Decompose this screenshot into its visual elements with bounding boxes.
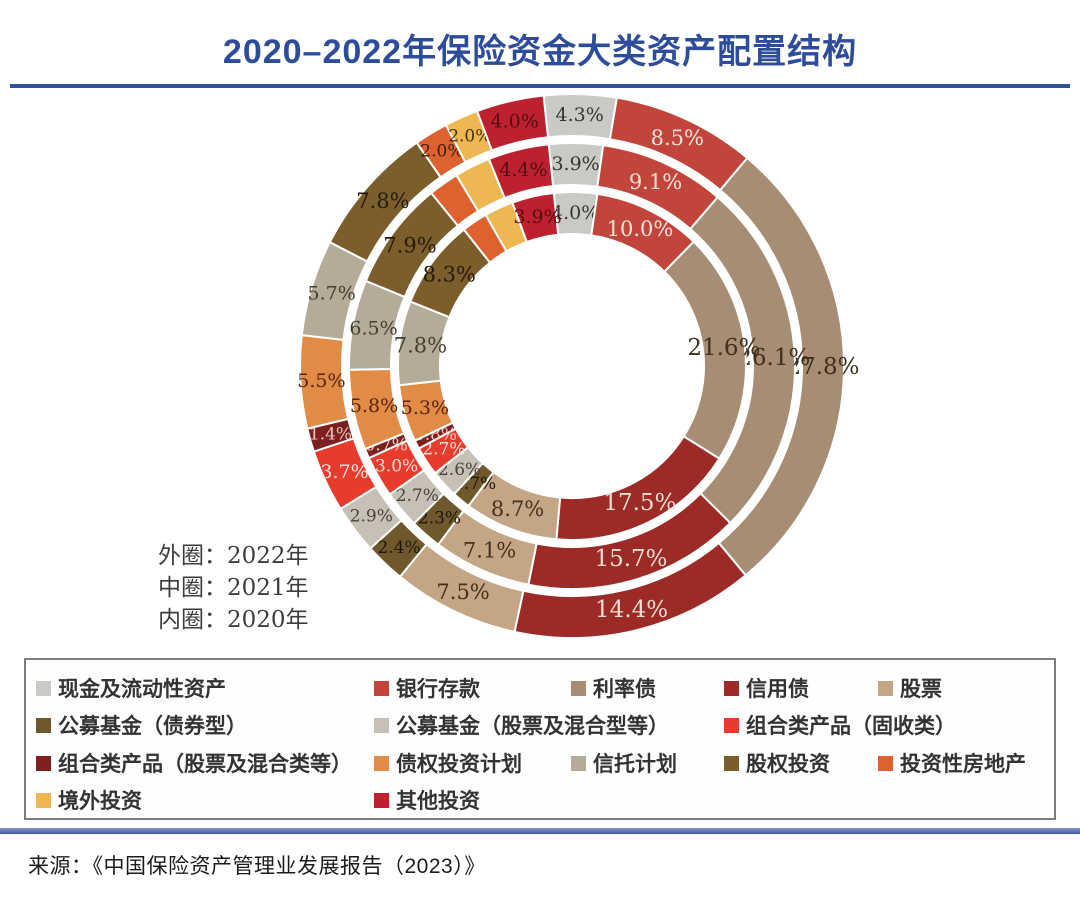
donut-chart-figure: 4.3% 8.5% 27.8% 14.4% 7.5% 2.4% 2.9% 3.7% 1.4% 5.… [0, 88, 1080, 658]
legend-label: 投资性房地产 [900, 753, 1026, 776]
source-citation: 来源：《中国保险资产管理业发展报告（2023）》 [28, 855, 486, 878]
legend-item-credit-bond: 信用债 [724, 673, 809, 703]
legend-item-stock: 股票 [878, 673, 942, 703]
footer-divider [0, 828, 1080, 834]
legend-item-fund-equity: 公募基金（股票及混合型等） [374, 710, 669, 740]
slice-2022-debt-plan [299, 333, 350, 430]
slice-2021-debt-plan [347, 367, 406, 451]
legend-item-bank-deposit: 银行存款 [374, 673, 480, 703]
legend-swatch-fund-bond [36, 717, 51, 733]
legend-label: 组合类产品（固收类） [746, 715, 956, 738]
legend-label: 银行存款 [396, 678, 480, 701]
page-title: 2020–2022年保险资金大类资产配置结构 [222, 33, 858, 71]
legend-label: 股权投资 [746, 753, 830, 776]
legend-swatch-rate-bond [571, 680, 586, 696]
ring-note-outer: 外圈：2022年 [158, 543, 309, 569]
ring-note-middle: 中圈：2021年 [158, 575, 309, 601]
legend-swatch-other [374, 792, 389, 808]
legend-item-combo-fixed: 组合类产品（固收类） [724, 710, 956, 740]
legend-item-trust-plan: 信托计划 [571, 748, 677, 778]
legend-item-other: 其他投资 [374, 785, 480, 815]
legend-label: 组合类产品（股票及混合类等） [58, 753, 352, 776]
legend-label: 公募基金（股票及混合型等） [396, 715, 669, 738]
legend-item-combo-equity: 组合类产品（股票及混合类等） [36, 748, 352, 778]
legend-label: 现金及流动性资产 [58, 678, 226, 701]
legend-swatch-fund-equity [374, 717, 389, 733]
chart-legend: 现金及流动性资产 银行存款 利率债 信用债 股票公募基金（债券型） 公募基金（股票及混合型… [24, 658, 1056, 820]
slice-2021-other [487, 143, 555, 200]
legend-swatch-bank-deposit [374, 680, 389, 696]
legend-label: 股票 [900, 678, 942, 701]
legend-swatch-trust-plan [571, 755, 586, 771]
legend-item-fund-bond: 公募基金（债券型） [36, 710, 247, 740]
legend-swatch-debt-plan [374, 755, 389, 771]
legend-swatch-overseas [36, 792, 51, 808]
ring-legend-note: 外圈：2022年 中圈：2021年 内圈：2020年 [158, 540, 309, 636]
legend-label: 境外投资 [58, 790, 142, 813]
title-divider [10, 84, 1070, 88]
slice-2020-cash [552, 191, 599, 237]
legend-item-debt-plan: 债权投资计划 [374, 748, 522, 778]
legend-item-cash: 现金及流动性资产 [36, 673, 226, 703]
legend-label: 债权投资计划 [396, 753, 522, 776]
slice-2021-cash [547, 141, 605, 188]
slice-2022-other [475, 94, 550, 152]
legend-label: 其他投资 [396, 790, 480, 813]
legend-swatch-combo-fixed [724, 717, 739, 733]
legend-item-equity-invest: 股权投资 [724, 748, 830, 778]
legend-label: 信用债 [746, 678, 809, 701]
legend-label: 信托计划 [593, 753, 677, 776]
legend-label: 利率债 [593, 678, 656, 701]
legend-swatch-combo-equity [36, 755, 51, 771]
legend-item-overseas: 境外投资 [36, 785, 142, 815]
legend-swatch-cash [36, 680, 51, 696]
legend-label: 公募基金（债券型） [58, 715, 247, 738]
slice-2022-cash [542, 93, 619, 141]
legend-item-rate-bond: 利率债 [571, 673, 656, 703]
slice-2020-other [511, 191, 560, 244]
legend-item-property: 投资性房地产 [878, 748, 1026, 778]
ring-note-inner: 内圈：2020年 [158, 607, 309, 633]
legend-swatch-credit-bond [724, 680, 739, 696]
legend-swatch-property [878, 755, 893, 771]
legend-swatch-stock [878, 680, 893, 696]
legend-swatch-equity-invest [724, 755, 739, 771]
